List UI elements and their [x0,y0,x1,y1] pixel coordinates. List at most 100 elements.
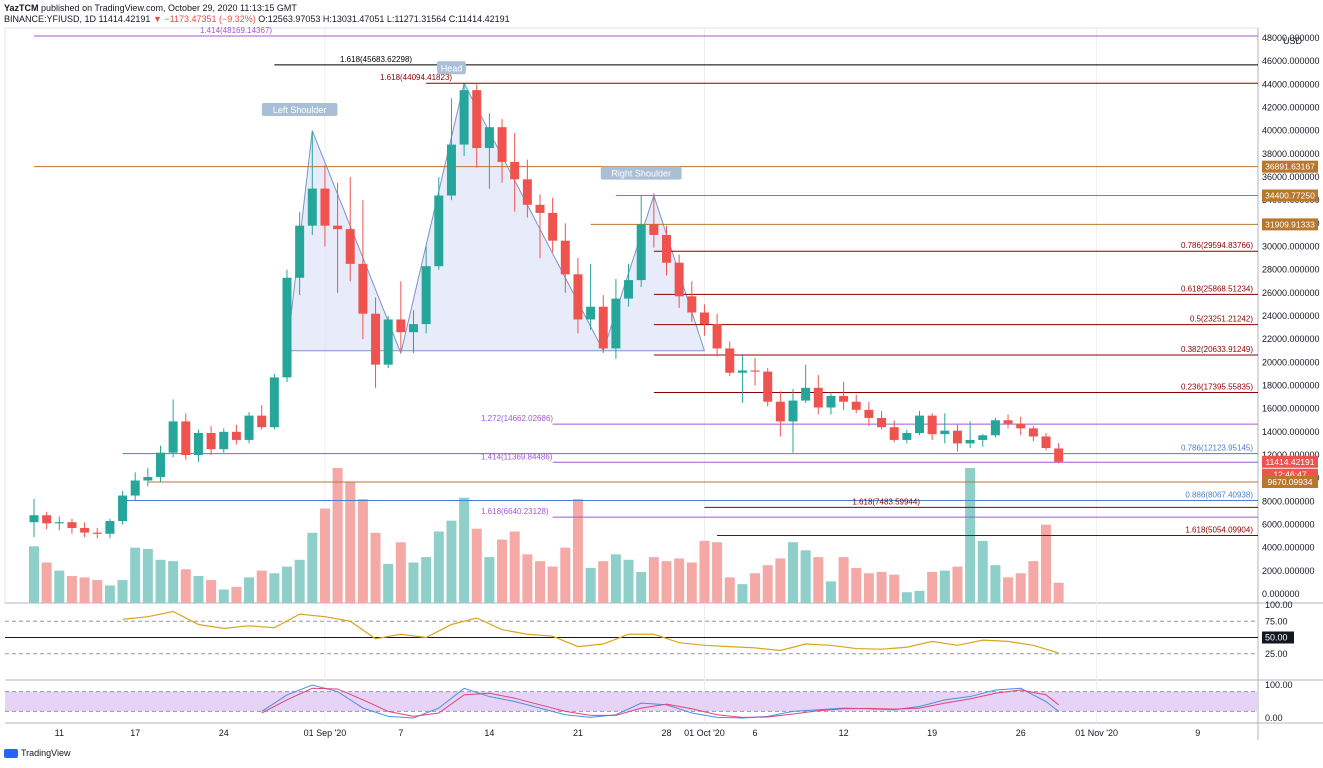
time-tick-label: 24 [219,728,229,738]
candle-body [598,306,608,349]
publisher-name[interactable]: YazTCM [4,3,39,13]
candle-body [143,477,153,481]
volume-bar [319,508,330,603]
candle-body [548,212,558,241]
candle-body [965,439,975,444]
pattern-label-box [261,102,338,116]
candle-body [624,280,634,299]
volume-bar [952,566,963,603]
time-tick-label: 21 [573,728,583,738]
symbol-label[interactable]: BINANCE:YFIUSD, 1D [4,14,97,24]
rsi-k-line [261,684,1059,719]
candle-body [446,144,456,196]
candle-body [345,229,355,264]
fib-level-label: 1.414(48169.14367) [200,26,272,35]
time-tick-label: 7 [398,728,403,738]
publish-line: YazTCM published on TradingView.com, Oct… [4,3,297,14]
volume-bar [130,547,141,603]
volume-bar [788,542,798,603]
volume-bar [370,532,381,603]
volume-bar [560,547,571,603]
candle-body [763,371,773,402]
candle-body [257,415,267,428]
volume-bar [750,573,761,603]
candle-body [459,90,469,145]
candle-body [80,527,90,533]
price-badge-label: 11414.42191 [1265,457,1314,467]
price-badge [1262,189,1318,202]
candle-body [750,370,760,372]
fib-level-label: 1.414(11369.84486) [481,452,553,461]
price-tick-label: 2000.000000 [1262,566,1315,576]
candle-body [775,401,785,422]
volume-bar [180,569,191,603]
volume-bar [825,581,836,603]
rsi-tick-label: 0.00 [1265,713,1283,723]
fib-level-label: 1.618(5054.09904) [1185,525,1253,534]
price-tick-label: 44000.000000 [1262,79,1320,89]
candle-body [674,262,684,297]
volume-bar [838,557,849,603]
stoch-tick-label: 75.00 [1265,616,1288,626]
volume-bar [851,567,862,603]
candle-body [333,225,343,230]
volume-bar [357,499,368,603]
volume-bar [54,570,65,603]
volume-bar [1003,577,1014,603]
stoch-tick-label: 25.00 [1265,649,1288,659]
candle-body [434,195,444,267]
candle-body [181,421,191,455]
time-tick-label: 9 [1195,728,1200,738]
price-tick-label: 28000.000000 [1262,265,1320,275]
currency-label: USD [1283,36,1303,46]
volume-bar [294,559,305,603]
volume-bar [585,567,596,603]
volume-bar [699,540,710,603]
pattern-label-box [437,61,466,75]
volume-bar [535,561,545,603]
price-badge-label: 34400.77250 [1265,191,1315,201]
candle-body [636,224,646,281]
candle-body [67,522,77,528]
time-tick-label: 11 [55,728,64,738]
price-tick-label: 8000.000000 [1262,496,1315,506]
candle-body [54,522,64,524]
candle-body [699,312,709,325]
candle-body [687,296,697,313]
volume-bar [79,577,90,603]
volume-bar [421,557,432,603]
price-tick-label: 16000.000000 [1262,404,1320,414]
candle-body [927,415,937,435]
candle-body [839,395,849,402]
volume-bar [977,540,988,603]
volume-bar [231,586,242,603]
price-badge [1262,218,1318,231]
price-tick-label: 6000.000000 [1262,520,1315,530]
pattern-label-box [600,166,682,180]
volume-bar [712,542,723,603]
price-tick-label: 36000.000000 [1262,172,1320,182]
candle-body [889,427,899,440]
volume-bar [218,589,229,603]
volume-bar [598,561,609,603]
volume-bar [142,549,153,603]
time-tick-label: 28 [661,728,671,738]
volume-bar [433,531,444,603]
candle-body [105,521,115,534]
candle-body [662,234,671,263]
candle-body [725,348,735,373]
fib-level-label: 0.786(12123.95145) [1181,444,1253,453]
price-tick-label: 46000.000000 [1262,56,1320,66]
fib-level-label: 1.618(44094.41823) [380,73,452,82]
volume-bar [522,554,533,603]
ohlc-values: O:12563.97053 H:13031.47051 L:11271.3156… [258,14,510,24]
price-tick-label: 40000.000000 [1262,126,1320,136]
rsi-band [5,691,1258,712]
candle-body [813,387,823,408]
volume-bar [155,559,166,603]
fib-level-label: 1.618(7483.59944) [852,497,920,506]
time-tick-label: 01 Sep '20 [304,728,347,738]
volume-bar [737,584,748,603]
price-badge [1262,160,1318,173]
